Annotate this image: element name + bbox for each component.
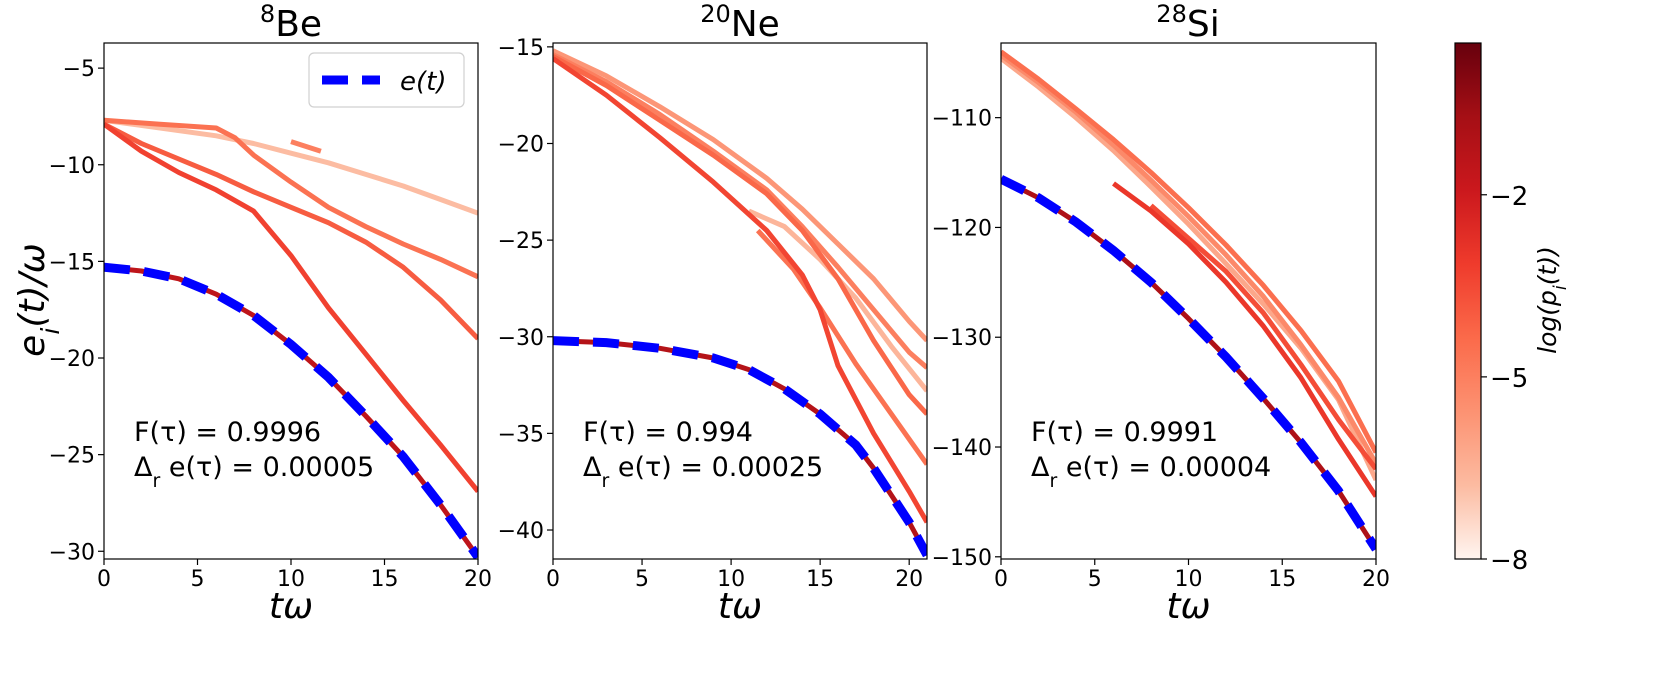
x-tick-label: 15	[806, 567, 834, 592]
x-tick-label: 5	[635, 567, 649, 592]
y-tick-label: −150	[932, 546, 992, 571]
x-axis-label: tω	[269, 586, 313, 627]
series-group	[553, 48, 927, 558]
x-tick-label: 10	[277, 567, 305, 592]
series-line	[553, 54, 927, 416]
legend: e(t)	[308, 52, 465, 108]
legend-label: e(t)	[400, 67, 446, 97]
series-line	[104, 122, 478, 493]
series-line	[104, 117, 478, 280]
series-line	[1001, 53, 1376, 465]
series-line	[1149, 203, 1376, 471]
x-tick-label: 20	[464, 567, 492, 592]
y-tick-label: −20	[49, 347, 95, 372]
panel-be: 0 5 10 15 20 −30 −25 −20 −15 −10 −5 8Be tω F(τ) = 0.9…	[49, 0, 492, 627]
series-line	[104, 117, 478, 216]
y-tick-label: −130	[932, 326, 992, 351]
exact-energy-line	[553, 336, 927, 558]
y-tick-label: −30	[49, 540, 95, 565]
colorbar: −2 −5 −8 log(pi(t))	[1454, 42, 1571, 576]
x-tick-label: 20	[1362, 567, 1390, 592]
series-line	[553, 56, 927, 524]
x-tick-label: 5	[1088, 567, 1102, 592]
x-tick-label: 15	[371, 567, 399, 592]
y-tick-label: −5	[63, 57, 95, 82]
x-axis-label: tω	[1166, 586, 1210, 627]
error-annotation: Δr e(τ) = 0.00004	[1031, 452, 1271, 492]
x-axis-label: tω	[718, 586, 762, 627]
colorbar-tick-label: −2	[1490, 182, 1528, 212]
panel-title: 28Si	[1156, 0, 1219, 45]
error-annotation: Δr e(τ) = 0.00005	[134, 452, 374, 492]
y-tick-label: −20	[498, 132, 544, 157]
y-tick-label: −15	[49, 250, 95, 275]
colorbar-tick-label: −5	[1490, 364, 1528, 394]
y-tick-label: −15	[498, 36, 544, 61]
legend-box	[308, 52, 465, 108]
colorbar-scale	[1454, 42, 1482, 560]
x-tick-label: 20	[895, 567, 923, 592]
x-tick-label: 0	[97, 567, 111, 592]
panel-title: 8Be	[260, 0, 322, 45]
series-line	[290, 139, 322, 154]
error-annotation: Δr e(τ) = 0.00025	[583, 452, 823, 492]
axes-frame	[552, 42, 928, 560]
x-tick-label: 5	[191, 567, 205, 592]
series-group	[1001, 49, 1376, 552]
exact-energy-line	[1001, 175, 1376, 552]
exact-energy-line	[104, 262, 478, 559]
series-line	[755, 228, 927, 466]
y-tick-label: −140	[932, 436, 992, 461]
y-tick-label: −120	[932, 216, 992, 241]
fidelity-annotation: F(τ) = 0.9991	[1031, 417, 1218, 448]
y-tick-label: −30	[498, 326, 544, 351]
fidelity-annotation: F(τ) = 0.9996	[134, 417, 321, 448]
x-tick-label: 10	[717, 567, 745, 592]
colorbar-label: log(pi(t))	[1533, 246, 1571, 354]
panel-title: 20Ne	[700, 0, 780, 45]
x-tick-label: 0	[994, 567, 1008, 592]
series-line	[553, 48, 927, 343]
y-tick-label: −10	[49, 154, 95, 179]
series-line	[104, 121, 478, 341]
series-line	[1001, 176, 1376, 551]
x-tick-label: 10	[1175, 567, 1203, 592]
series-line	[1112, 181, 1376, 498]
x-tick-label: 15	[1268, 567, 1296, 592]
colorbar-tick-label: −8	[1490, 546, 1528, 576]
panel-si: 0 5 10 15 20 −150 −140 −130 −120 −110 28Si tω F(τ) =…	[932, 0, 1390, 627]
y-tick-label: −35	[498, 422, 544, 447]
series-line	[104, 264, 478, 559]
y-tick-label: −25	[49, 444, 95, 469]
fidelity-annotation: F(τ) = 0.994	[583, 417, 753, 448]
x-tick-label: 0	[546, 567, 560, 592]
y-tick-label: −110	[932, 107, 992, 132]
series-line	[553, 52, 927, 370]
panel-ne: 0 5 10 15 20 −40 −35 −30 −25 −20 −15 20Ne tω F(τ) = 0…	[498, 0, 928, 627]
y-tick-label: −25	[498, 229, 544, 254]
y-tick-label: −40	[498, 519, 544, 544]
series-group	[104, 117, 478, 559]
y-axis-label: ei(t)/ω	[12, 243, 65, 357]
series-line	[1001, 49, 1376, 454]
